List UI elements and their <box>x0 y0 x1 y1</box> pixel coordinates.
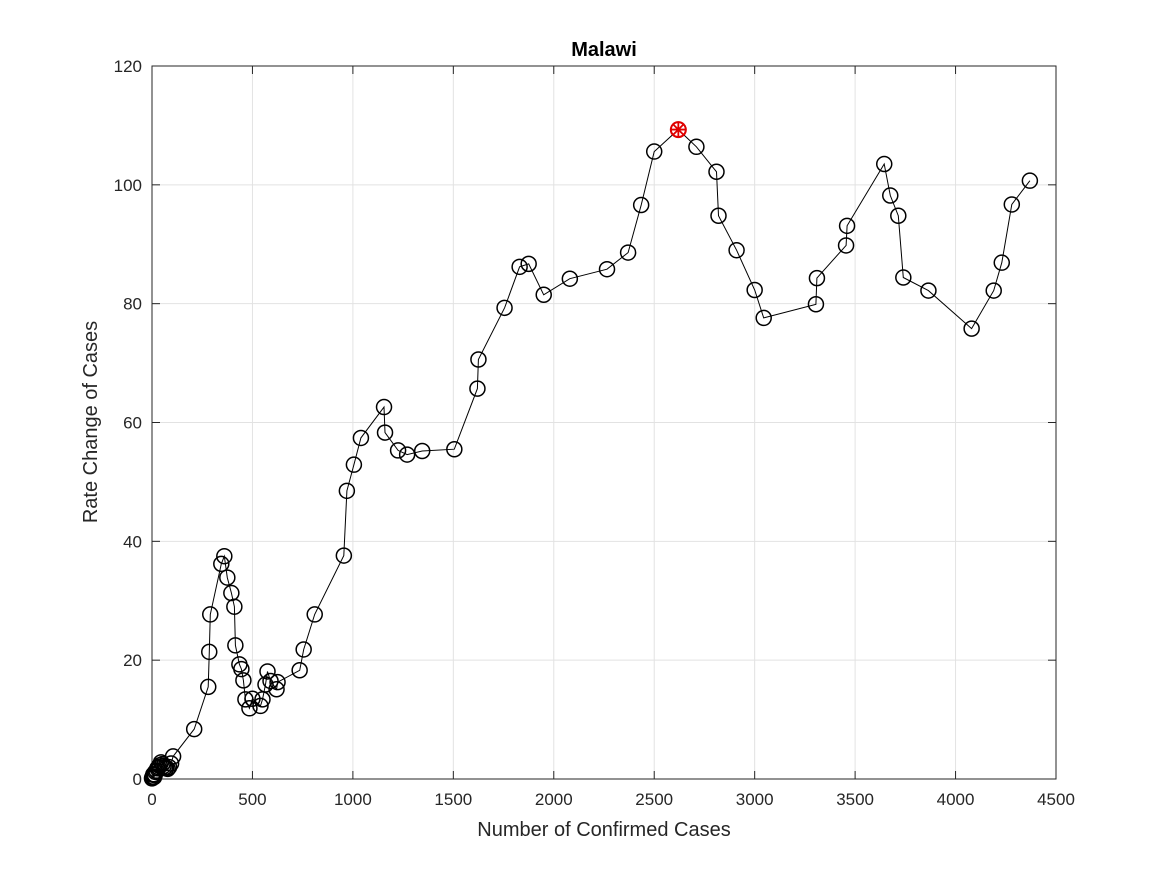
y-tick-label: 100 <box>114 176 142 195</box>
data-point <box>890 207 907 224</box>
data-point <box>202 606 219 623</box>
tick-layer: 0 500 1000 1500 2000 2500 3000 3500 4000 4500 0 20 4… <box>114 57 1075 809</box>
data-point <box>199 678 217 696</box>
x-tick-label: 500 <box>238 790 266 809</box>
data-point <box>807 296 825 313</box>
x-tick-label: 4500 <box>1037 790 1075 809</box>
data-point <box>1021 172 1039 189</box>
y-tick-label: 20 <box>123 651 142 670</box>
data-point <box>469 380 486 397</box>
data-point <box>446 440 463 458</box>
y-tick-label: 40 <box>123 532 142 551</box>
y-tick-label: 80 <box>123 295 142 314</box>
data-point <box>375 398 393 416</box>
data-point <box>335 547 353 564</box>
data-point <box>837 237 855 254</box>
data-point <box>291 662 308 679</box>
x-tick-label: 0 <box>147 790 156 809</box>
data-point <box>345 456 363 473</box>
series-line <box>151 128 1031 779</box>
data-point <box>746 281 763 299</box>
x-tick-label: 2500 <box>635 790 673 809</box>
grid-layer <box>151 65 1057 780</box>
data-point <box>993 254 1011 271</box>
data-point <box>306 606 323 623</box>
data-point <box>257 676 274 693</box>
data-point <box>470 351 487 368</box>
data-point <box>496 299 513 317</box>
data-point <box>963 320 980 337</box>
data-point <box>413 442 431 460</box>
data-point <box>216 547 233 565</box>
data-point <box>1003 196 1021 213</box>
data-point <box>269 673 286 691</box>
data-point <box>376 424 394 441</box>
data-point <box>295 641 312 658</box>
data-point <box>398 446 416 463</box>
x-tick-label: 3500 <box>836 790 874 809</box>
x-tick-label: 3000 <box>736 790 774 809</box>
data-point <box>511 258 528 276</box>
data-point <box>389 442 407 459</box>
x-tick-label: 2000 <box>535 790 573 809</box>
data-point <box>338 482 356 500</box>
highlight-point-marker <box>669 121 687 139</box>
data-point <box>895 269 912 286</box>
data-point <box>520 255 537 273</box>
y-tick-label: 0 <box>133 770 142 789</box>
data-point <box>882 187 899 204</box>
x-tick-label: 1500 <box>434 790 472 809</box>
data-point <box>561 270 579 287</box>
chart-title: Malawi <box>571 39 637 61</box>
data-point <box>645 143 663 160</box>
data-point <box>235 672 252 689</box>
y-tick-label: 60 <box>123 414 142 433</box>
data-point <box>162 755 180 772</box>
data-point <box>632 196 650 214</box>
data-point <box>352 429 370 447</box>
data-point <box>219 569 236 586</box>
y-axis-label: Rate Change of Cases <box>80 321 102 523</box>
data-point <box>808 269 826 287</box>
x-tick-label: 1000 <box>334 790 372 809</box>
data-point <box>619 244 637 261</box>
data-point <box>237 691 254 708</box>
data-point <box>875 155 893 173</box>
data-point <box>535 286 552 304</box>
data-point <box>226 598 243 615</box>
x-axis-label: Number of Confirmed Cases <box>477 819 730 841</box>
data-point <box>728 241 745 259</box>
data-point <box>201 643 218 661</box>
data-point <box>155 757 172 775</box>
data-point <box>708 163 725 181</box>
data-point <box>160 758 178 776</box>
data-point <box>262 672 279 690</box>
data-point <box>227 637 244 654</box>
data-point <box>755 309 772 327</box>
data-point <box>598 260 616 278</box>
data-point <box>233 660 250 678</box>
highlight-star-stroke <box>672 123 685 136</box>
data-point <box>185 720 203 738</box>
data-point <box>241 700 258 717</box>
x-tick-label: 4000 <box>937 790 975 809</box>
data-point <box>213 555 230 573</box>
data-point <box>838 217 856 235</box>
data-point <box>259 663 276 680</box>
data-point <box>252 697 269 715</box>
data-point <box>688 138 705 156</box>
y-tick-label: 120 <box>114 57 142 76</box>
data-point <box>985 282 1002 299</box>
series-layer <box>143 121 1039 787</box>
data-point <box>710 207 727 224</box>
data-point <box>920 282 937 299</box>
data-point <box>268 681 285 698</box>
data-point <box>164 748 182 765</box>
